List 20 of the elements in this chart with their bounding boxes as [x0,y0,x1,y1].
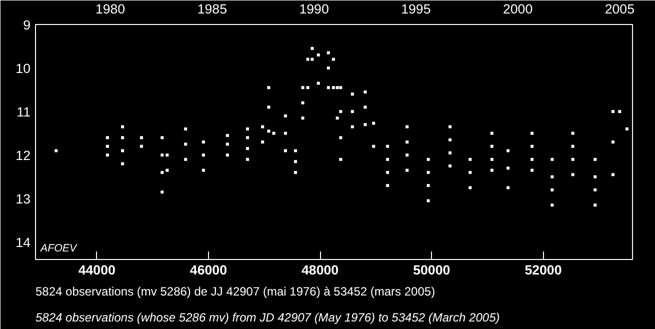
x2-tick-label: 2005 [604,2,634,16]
x-tick-label: 46000 [190,262,227,278]
x2-tick-label: 1995 [401,2,431,16]
x2-tick-label: 2000 [502,2,533,16]
y-tick-label: 9 [23,18,31,32]
text: 5824 observations (whose 5286 mv) from JD 42907 (May 1976) to 53452 (March 2005) [36,310,500,324]
x2-tick-label: 1990 [299,2,329,16]
x2-tick-label: 1985 [197,2,227,16]
x-tick-label: 48000 [302,262,339,278]
annotation: AFOEV [40,242,78,254]
x-tick-label: 50000 [413,262,450,278]
y-tick-label: 10 [16,61,31,76]
y-tick-label: 12 [16,148,31,164]
x-tick-label: 44000 [78,262,116,278]
y-tick-label: 14 [16,235,32,250]
x2-tick-label: 1980 [95,2,126,16]
y-tick-label: 11 [16,104,31,120]
text: 5824 observations (mv 5286) de JJ 42907 (mai 1976) à 53452 (mars 2005) [36,284,436,298]
y-tick-label: 13 [16,192,31,207]
x-tick-label: 52000 [524,262,562,278]
